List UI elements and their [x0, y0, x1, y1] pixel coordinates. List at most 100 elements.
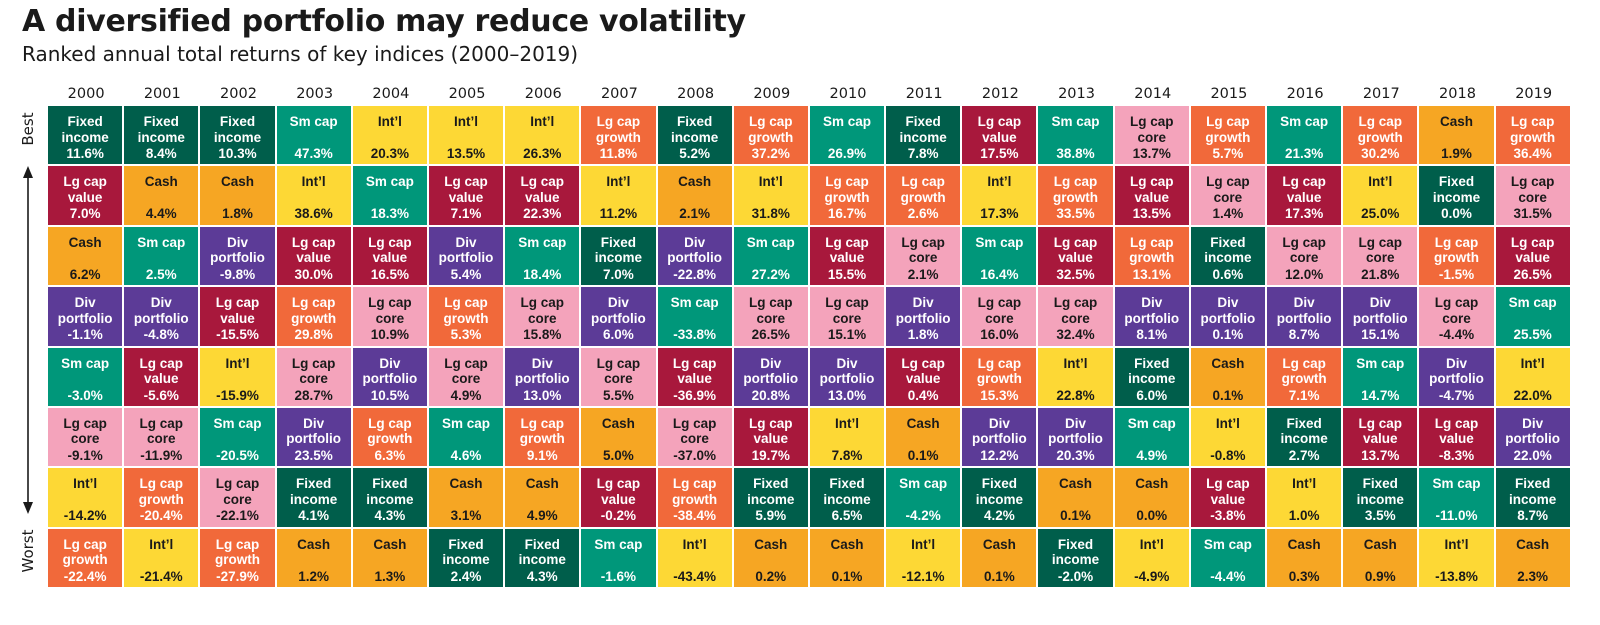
return-value: 2.7%	[1288, 447, 1320, 463]
return-value: 1.2%	[298, 568, 330, 584]
return-value: 17.3%	[1284, 206, 1324, 222]
return-value: 4.2%	[983, 508, 1015, 524]
asset-class-label: Int’l	[758, 174, 783, 190]
return-cell: Sm cap -33.8%	[657, 287, 732, 346]
return-cell: Div portfolio 0.1%	[1190, 287, 1265, 346]
return-value: -4.4%	[1438, 327, 1475, 343]
year-header-row: 2000 2001 2002 2003 2004 2005 2006 2007 2008 2009…	[48, 85, 1572, 105]
return-value: 26.9%	[827, 146, 867, 161]
return-cell: Cash 4.9%	[505, 468, 580, 527]
year-label: 2015	[1210, 86, 1248, 102]
return-cell: Div portfolio 20.3%	[1038, 407, 1113, 467]
return-value: 7.1%	[1288, 387, 1320, 403]
year-label: 2014	[1134, 86, 1172, 102]
year-label: 2000	[67, 86, 105, 102]
return-value: 20.3%	[370, 146, 409, 161]
return-value: 11.2%	[599, 206, 638, 222]
asset-class-label: Lg cap value	[672, 355, 717, 387]
return-value: 11.6%	[66, 146, 104, 161]
year-label: 2009	[753, 86, 791, 102]
asset-class-label: Int’l	[606, 174, 631, 190]
return-value: 0.0%	[1136, 508, 1168, 524]
year-label: 2004	[372, 86, 410, 102]
asset-class-label: Cash	[906, 415, 940, 431]
return-cell: Lg cap growth 16.7%	[809, 166, 885, 225]
return-value: 15.1%	[827, 327, 867, 343]
return-cell: Lg cap core 12.0%	[1267, 226, 1342, 286]
asset-class-label: Fixed income	[975, 476, 1023, 507]
return-value: 21.3%	[1284, 146, 1324, 161]
year-label: 2002	[220, 86, 257, 102]
return-cell: Lg cap growth 11.8%	[581, 106, 656, 165]
return-cell: Lg cap core 28.7%	[276, 347, 351, 406]
asset-class-label: Cash	[678, 174, 712, 190]
return-cell: Sm cap -3.0%	[48, 347, 123, 406]
asset-class-label: Cash	[144, 174, 178, 190]
asset-class-label: Sm cap	[594, 536, 643, 552]
return-value: -1.1%	[67, 327, 103, 343]
return-cell: Fixed income 8.7%	[1495, 468, 1570, 527]
return-value: 17.5%	[980, 146, 1019, 161]
return-cell: Lg cap growth 7.1%	[1267, 347, 1342, 406]
asset-class-label: Lg cap core	[139, 415, 184, 447]
returns-grid: Fixed income 11.6% Fixed income 8.4% Fixed i…	[48, 106, 1570, 588]
asset-class-label: Sm cap	[1280, 114, 1329, 129]
return-value: 5.0%	[603, 447, 634, 463]
return-cell: Int’l 26.3%	[505, 106, 580, 165]
return-cell: Lg cap core 2.1%	[886, 226, 961, 286]
return-cell: Cash 5.0%	[581, 407, 656, 467]
return-cell: Lg cap growth 5.3%	[428, 287, 504, 346]
return-value: -0.8%	[1210, 447, 1246, 463]
return-cell: Int’l -0.8%	[1190, 407, 1265, 467]
return-cell: Int’l 1.0%	[1267, 468, 1342, 527]
return-cell: Sm cap 21.3%	[1267, 106, 1342, 165]
asset-class-label: Fixed income	[442, 536, 490, 568]
return-cell: Div portfolio 8.1%	[1114, 287, 1189, 346]
asset-class-label: Lg cap value	[291, 234, 336, 266]
asset-class-label: Lg cap core	[1282, 234, 1326, 266]
return-cell: Sm cap 47.3%	[276, 106, 351, 165]
return-cell: Lg cap value -15.5%	[200, 287, 275, 346]
asset-class-label: Cash	[68, 234, 102, 250]
asset-class-label: Sm cap	[289, 114, 338, 129]
asset-class-label: Fixed income	[518, 536, 566, 568]
return-cell: Int’l 11.2%	[581, 166, 656, 225]
asset-class-label: Int’l	[682, 536, 707, 552]
return-value: 7.8%	[831, 447, 863, 463]
asset-class-label: Cash	[1059, 476, 1093, 492]
asset-class-label: Lg cap core	[444, 355, 488, 387]
return-cell: Lg cap value -5.6%	[124, 347, 199, 406]
asset-class-label: Sm cap	[1356, 355, 1405, 371]
return-cell: Div portfolio -4.7%	[1419, 347, 1494, 406]
asset-class-label: Sm cap	[1432, 476, 1481, 492]
asset-class-label: Div portfolio	[286, 415, 342, 447]
return-value: 31.8%	[751, 206, 790, 222]
asset-class-label: Fixed income	[594, 234, 643, 266]
return-value: 0.0%	[1441, 206, 1472, 222]
return-value: 13.1%	[1132, 266, 1171, 282]
return-value: 0.1%	[1060, 508, 1091, 524]
asset-class-label: Cash	[830, 536, 864, 552]
return-cell: Div portfolio 13.0%	[505, 347, 580, 406]
asset-class-label: Cash	[525, 476, 559, 492]
return-value: 4.9%	[1136, 447, 1168, 463]
asset-class-label: Lg cap growth	[748, 114, 794, 145]
return-cell: Cash 1.9%	[1419, 106, 1494, 165]
asset-class-label: Int’l	[73, 476, 98, 492]
return-value: 2.4%	[450, 568, 482, 584]
year-label: 2013	[1058, 86, 1095, 102]
asset-class-label: Lg cap growth	[672, 476, 718, 507]
rank-arrow-icon	[23, 166, 33, 514]
asset-class-label: Fixed income	[899, 114, 947, 145]
return-value: -3.8%	[1210, 508, 1246, 524]
return-value: 8.4%	[145, 146, 177, 161]
return-cell: Lg cap core 15.1%	[809, 287, 885, 346]
asset-class-label: Lg cap core	[596, 355, 641, 387]
return-cell: Lg cap value 32.5%	[1038, 226, 1113, 286]
return-value: 28.7%	[294, 387, 333, 403]
return-value: 5.4%	[450, 266, 482, 282]
return-cell: Lg cap value 17.5%	[962, 106, 1037, 165]
return-cell: Fixed income 5.2%	[657, 106, 732, 165]
return-cell: Lg cap core -11.9%	[124, 407, 199, 467]
year-label: 2003	[296, 86, 334, 102]
